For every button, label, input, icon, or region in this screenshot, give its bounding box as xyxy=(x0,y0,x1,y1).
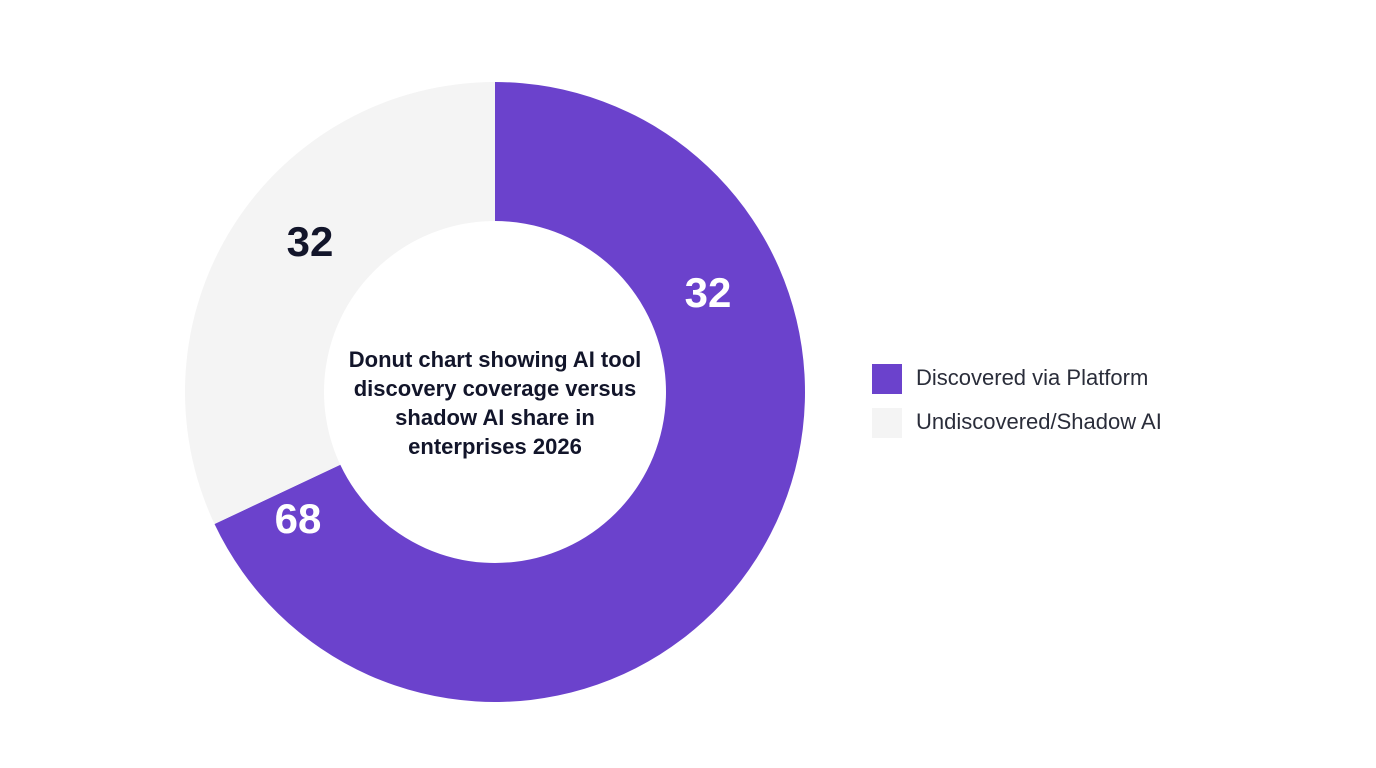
annotation: 32 xyxy=(685,269,732,316)
legend-swatch xyxy=(872,364,902,394)
data-label: 68 xyxy=(275,495,322,542)
chart-title: Donut chart showing AI tool discovery co… xyxy=(348,347,642,459)
legend-label: Discovered via Platform xyxy=(916,365,1148,390)
data-label: 32 xyxy=(287,218,334,265)
donut-segment xyxy=(184,82,496,524)
legend-label: Undiscovered/Shadow AI xyxy=(916,409,1162,434)
legend-swatch xyxy=(872,408,902,438)
donut-segment xyxy=(214,82,806,702)
